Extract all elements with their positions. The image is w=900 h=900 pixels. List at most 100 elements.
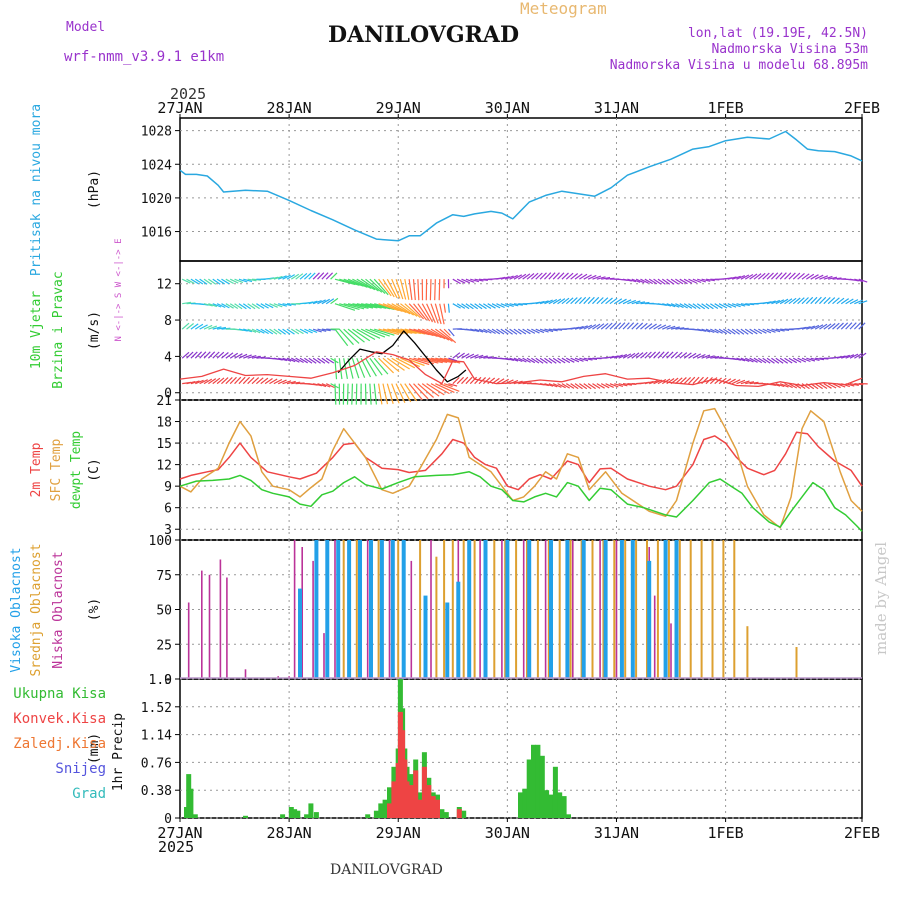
- wind-barb: [552, 383, 562, 388]
- wind-barb: [675, 351, 683, 359]
- wind-barb: [849, 278, 859, 282]
- pressure-frame: [179, 117, 863, 262]
- wind-barb: [552, 298, 562, 305]
- wind-barb: [399, 383, 412, 403]
- wind-barb: [723, 303, 732, 309]
- wind-barb: [273, 275, 283, 280]
- wind-barb: [312, 383, 323, 387]
- wind-barb: [229, 352, 239, 359]
- wind-barb: [478, 278, 488, 281]
- wind-barb: [657, 378, 667, 385]
- wind-barb: [836, 355, 846, 359]
- wind-barb: [775, 383, 785, 388]
- wind-barb: [474, 354, 484, 359]
- wind-barb: [775, 328, 785, 332]
- wind-barb: [858, 278, 868, 283]
- precip-legend-item: Konvek.Kisa: [13, 711, 106, 727]
- wind-barb: [574, 273, 583, 280]
- wind-barb: [203, 351, 211, 359]
- cloud-ylabel-mid: Srednja Oblacnost: [29, 543, 44, 676]
- wind-barb: [631, 352, 640, 359]
- wind-barb: [264, 328, 274, 335]
- wind-barb: [186, 278, 195, 285]
- wind-barb: [483, 328, 492, 334]
- wind-barb: [548, 328, 558, 332]
- wind-unit-label: (m/s): [87, 311, 102, 350]
- wind-barb: [753, 357, 763, 364]
- total_precip-bar: [308, 803, 314, 818]
- wind-barb: [779, 383, 789, 388]
- wind-barb: [535, 357, 544, 364]
- precip-ylabel: 1hr Precip: [111, 713, 126, 791]
- wind-barb: [347, 328, 365, 343]
- wind-barb: [675, 327, 685, 330]
- mid_cloud-bar: [624, 540, 627, 679]
- wind-barb: [282, 274, 291, 280]
- wind-barb: [439, 383, 460, 392]
- wind-barb: [382, 328, 404, 335]
- wind-barb: [330, 297, 339, 305]
- wind-barb: [535, 272, 543, 280]
- wind-barb: [321, 298, 330, 305]
- wind-barb: [504, 328, 513, 335]
- low_cloud-bar: [599, 540, 601, 679]
- cloud-ytick-label: 100: [149, 534, 172, 549]
- temperature-ytick-label: 6: [164, 502, 172, 517]
- x-tick-label-top: 1FEB: [708, 99, 744, 117]
- total_precip-bar: [561, 796, 567, 818]
- wind-barb: [346, 383, 349, 405]
- x-tick-label-top: 27JAN: [157, 99, 202, 117]
- wind-barb: [701, 278, 711, 282]
- wind-barb: [374, 303, 395, 311]
- wind-barb: [849, 322, 857, 330]
- temp-ylabel-dew: dewpt Temp: [69, 431, 84, 509]
- wind-barb: [312, 272, 320, 280]
- cloud-ytick-label: 50: [156, 604, 172, 619]
- wind-barb: [413, 328, 434, 337]
- wind-barb: [461, 376, 469, 385]
- wind-barb: [430, 303, 439, 324]
- wind-barb: [600, 383, 610, 389]
- wind-barb: [295, 357, 304, 364]
- x-tick-label-bottom: 27JAN: [157, 824, 202, 842]
- total_precip-bar: [557, 792, 563, 818]
- wind-barb: [587, 383, 596, 390]
- temperature-ytick-label: 21: [156, 394, 172, 409]
- wind-barb: [361, 303, 382, 309]
- wind-barb: [845, 354, 855, 359]
- wind-barb: [273, 328, 282, 335]
- conv_precip-bar: [417, 799, 423, 818]
- wind-barb: [845, 322, 853, 330]
- high_cloud-bar: [347, 540, 352, 679]
- mid_cloud-bar: [733, 540, 736, 679]
- wind-barb: [470, 328, 480, 333]
- cloud-ytick-label: 0: [164, 673, 172, 688]
- high_cloud-bar: [379, 540, 384, 679]
- wind-barb: [797, 357, 807, 363]
- wind-barb: [596, 323, 605, 330]
- wind-barb: [207, 351, 216, 359]
- wind-barb: [679, 303, 688, 309]
- wind-barb: [565, 383, 575, 389]
- mid_cloud-bar: [580, 540, 583, 679]
- wind-barb: [771, 357, 780, 364]
- wind-barb: [662, 303, 672, 307]
- wind-barb: [426, 303, 436, 324]
- wind-barb: [369, 278, 386, 295]
- wind-barb: [836, 322, 844, 330]
- conv_precip-bar: [426, 785, 432, 818]
- wind-barb: [709, 377, 718, 385]
- wind-barb: [347, 278, 368, 288]
- wind-barb: [792, 272, 801, 280]
- pressure-ytick-label: 1024: [141, 158, 172, 173]
- wind-barb: [496, 378, 505, 385]
- total_precip-bar: [439, 809, 445, 818]
- wind-barb: [339, 303, 360, 310]
- wind-barb: [304, 328, 313, 334]
- wind-barb: [701, 328, 711, 333]
- wind-barb: [661, 351, 670, 359]
- high_cloud-bar: [674, 540, 679, 679]
- station-title: DANILOVGRAD: [328, 22, 520, 48]
- mid_cloud-bar: [526, 540, 528, 679]
- wind-barb: [243, 354, 252, 359]
